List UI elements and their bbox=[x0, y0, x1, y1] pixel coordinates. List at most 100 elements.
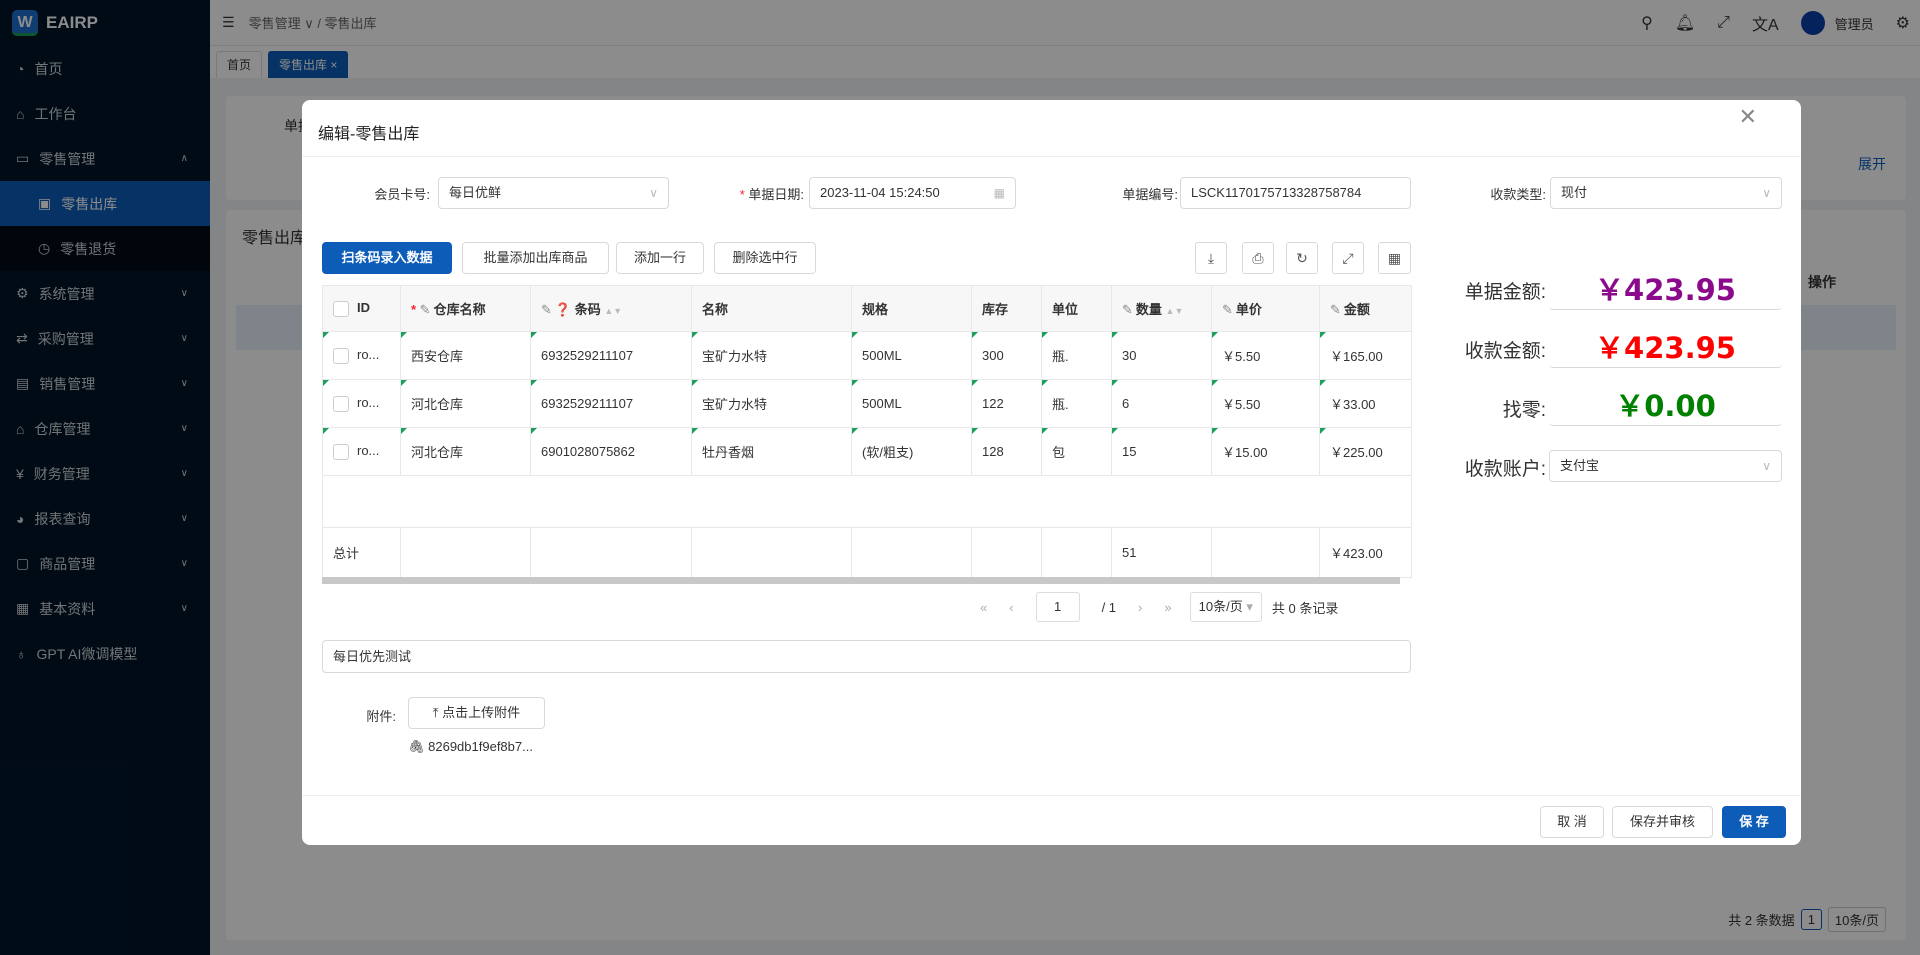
table-cell[interactable]: 西安仓库 bbox=[400, 331, 531, 380]
table-cell[interactable]: 瓶. bbox=[1041, 331, 1112, 380]
user-name[interactable]: 管理员 bbox=[1834, 16, 1874, 32]
sidebar-item[interactable]: ◷ 零售退货 bbox=[0, 226, 210, 271]
received-amount-value[interactable]: ￥423.95 bbox=[1549, 328, 1782, 368]
table-cell[interactable]: 牡丹香烟 bbox=[691, 427, 852, 476]
sidebar-item[interactable]: ♁ GPT AI微调模型 bbox=[0, 631, 210, 676]
table-cell[interactable]: ro... bbox=[322, 331, 401, 380]
table-cell[interactable]: ￥165.00 bbox=[1319, 331, 1412, 380]
table-row[interactable]: ro... 河北仓库 6901028075862 牡丹香烟 (软/粗支) 128 包 15 ￥1… bbox=[322, 427, 1412, 476]
delete-rows-button[interactable]: 删除选中行 bbox=[714, 242, 816, 274]
next-page-icon[interactable]: › bbox=[1138, 599, 1143, 615]
table-cell[interactable]: ￥5.50 bbox=[1211, 331, 1320, 380]
sidebar-item[interactable]: ⚙ 系统管理 ∨ bbox=[0, 271, 210, 316]
batch-add-button[interactable]: 批量添加出库商品 bbox=[462, 242, 609, 274]
number-input[interactable]: LSCK1170175713328758784 bbox=[1180, 177, 1411, 209]
table-cell[interactable]: 6901028075862 bbox=[530, 427, 692, 476]
table-cell[interactable]: 500ML bbox=[851, 331, 972, 380]
add-row-button[interactable]: 添加一行 bbox=[616, 242, 704, 274]
select-all-checkbox[interactable] bbox=[333, 300, 349, 317]
table-cell[interactable]: ro... bbox=[322, 379, 401, 428]
table-cell[interactable]: ￥33.00 bbox=[1319, 379, 1412, 428]
table-cell[interactable]: 包 bbox=[1041, 427, 1112, 476]
sidebar-item[interactable]: ⇄ 采购管理 ∨ bbox=[0, 316, 210, 361]
expand-link[interactable]: 展开 bbox=[1858, 156, 1886, 172]
table-cell[interactable]: 瓶. bbox=[1041, 379, 1112, 428]
remark-textarea[interactable]: 每日优先测试 bbox=[322, 640, 1411, 673]
sidebar-item[interactable]: ¥ 财务管理 ∨ bbox=[0, 451, 210, 496]
bell-icon[interactable]: 🔔︎ bbox=[1674, 15, 1696, 32]
table-cell[interactable]: 宝矿力水特 bbox=[691, 331, 852, 380]
page-input[interactable]: 1 bbox=[1035, 592, 1080, 622]
table-cell[interactable]: 30 bbox=[1111, 331, 1212, 380]
scan-barcode-button[interactable]: 扫条码录入数据 bbox=[322, 242, 452, 274]
cancel-button[interactable]: 取 消 bbox=[1540, 806, 1604, 838]
close-icon[interactable]: ✕ bbox=[1738, 104, 1757, 129]
row-checkbox[interactable] bbox=[333, 347, 349, 364]
last-page-icon[interactable]: » bbox=[1164, 599, 1172, 615]
row-checkbox[interactable] bbox=[333, 395, 349, 412]
sidebar-item[interactable]: ◕ 报表查询 ∨ bbox=[0, 496, 210, 541]
page-size-select[interactable]: 10条/页 bbox=[1827, 907, 1886, 932]
received-amount-label: 收款金额: bbox=[1464, 341, 1546, 362]
tab-retail-out[interactable]: 零售出库 × bbox=[268, 51, 349, 78]
fullscreen-icon[interactable]: ⤢ bbox=[1717, 14, 1730, 31]
first-page-icon[interactable]: « bbox=[980, 599, 988, 615]
pay-type-select[interactable]: 现付 ∨ bbox=[1550, 177, 1782, 209]
table-row[interactable]: ro... 西安仓库 6932529211107 宝矿力水特 500ML 300 瓶. 30 ￥… bbox=[322, 331, 1412, 380]
refresh-icon[interactable]: ↻ bbox=[1286, 242, 1318, 274]
table-cell[interactable]: 500ML bbox=[851, 379, 972, 428]
table-cell[interactable]: 128 bbox=[971, 427, 1042, 476]
sidebar-item[interactable]: ▢ 商品管理 ∨ bbox=[0, 541, 210, 586]
column-settings-icon[interactable]: ▦ bbox=[1378, 242, 1411, 274]
table-cell[interactable]: ￥225.00 bbox=[1319, 427, 1412, 476]
table-cell[interactable]: (软/粗支) bbox=[851, 427, 972, 476]
account-select[interactable]: 支付宝 ∨ bbox=[1549, 450, 1782, 482]
sidebar-item[interactable]: ▣ 零售出库 bbox=[0, 181, 210, 226]
print-icon[interactable]: ⎙ bbox=[1242, 242, 1274, 274]
sidebar-item[interactable]: ▭ 零售管理 ∧ bbox=[0, 136, 210, 181]
date-input[interactable]: 2023-11-04 15:24:50 ▦ bbox=[809, 177, 1016, 209]
sidebar-item[interactable]: ▤ 销售管理 ∨ bbox=[0, 361, 210, 406]
row-checkbox[interactable] bbox=[333, 443, 349, 460]
table-cell[interactable]: 宝矿力水特 bbox=[691, 379, 852, 428]
save-button[interactable]: 保 存 bbox=[1722, 806, 1786, 838]
gear-icon[interactable]: ⚙ bbox=[1895, 15, 1910, 32]
horizontal-scrollbar[interactable] bbox=[322, 577, 1400, 584]
translate-icon[interactable]: 文A bbox=[1751, 17, 1779, 34]
table-cell[interactable]: 6932529211107 bbox=[530, 331, 692, 380]
upload-button[interactable]: ⤒ 点击上传附件 bbox=[408, 697, 545, 729]
sort-icon[interactable]: ▲▼ bbox=[1165, 306, 1184, 316]
sort-icon[interactable]: ▲▼ bbox=[604, 306, 623, 316]
sidebar-item[interactable]: ⌂ 工作台 bbox=[0, 91, 210, 136]
table-cell[interactable]: 河北仓库 bbox=[400, 379, 531, 428]
table-cell[interactable]: 122 bbox=[971, 379, 1042, 428]
sidebar-item[interactable]: ▦ 基本资料 ∨ bbox=[0, 586, 210, 631]
table-row[interactable]: ro... 河北仓库 6932529211107 宝矿力水特 500ML 122 瓶. 6 ￥5… bbox=[322, 379, 1412, 428]
download-icon[interactable]: ⤓ bbox=[1195, 242, 1227, 274]
sidebar-item[interactable]: ◔ 首页 bbox=[0, 46, 210, 91]
attachment-file[interactable]: 🖇︎ 8269db1f9ef8b7... bbox=[408, 739, 533, 754]
table-cell[interactable]: 河北仓库 bbox=[400, 427, 531, 476]
page-size-select[interactable]: 10条/页 ▾ bbox=[1189, 592, 1262, 622]
table-cell[interactable]: 300 bbox=[971, 331, 1042, 380]
table-cell[interactable]: ￥5.50 bbox=[1211, 379, 1320, 428]
sidebar: W EAIRP ◔ 首页 ⌂ 工作台 ▭ 零售管理 ∧ ▣ 零售出库 ◷ 零售退货 ⚙ 系统管理 ∨ ⇄ 采购管… bbox=[0, 0, 210, 955]
page-button[interactable]: 1 bbox=[1800, 909, 1822, 930]
menu-fold-icon[interactable]: ☰ bbox=[222, 14, 235, 30]
avatar[interactable] bbox=[1800, 11, 1825, 35]
column-header[interactable]: ✎ 数量 ▲▼ bbox=[1111, 285, 1212, 332]
sidebar-item[interactable]: ⌂ 仓库管理 ∨ bbox=[0, 406, 210, 451]
table-cell[interactable]: 15 bbox=[1111, 427, 1212, 476]
table-cell[interactable]: 6 bbox=[1111, 379, 1212, 428]
table-cell[interactable]: ￥15.00 bbox=[1211, 427, 1320, 476]
tab-home[interactable]: 首页 bbox=[216, 51, 263, 78]
table-cell[interactable]: 6932529211107 bbox=[530, 379, 692, 428]
search-icon[interactable]: ⚲ bbox=[1641, 15, 1653, 32]
breadcrumb-item[interactable]: 零售管理 bbox=[248, 16, 301, 31]
table-cell[interactable]: ro... bbox=[322, 427, 401, 476]
member-select[interactable]: 每日优鲜 ∨ bbox=[438, 177, 669, 209]
prev-page-icon[interactable]: ‹ bbox=[1009, 599, 1014, 615]
save-audit-button[interactable]: 保存并审核 bbox=[1612, 806, 1713, 838]
column-header[interactable]: ✎ ❓ 条码 ▲▼ bbox=[530, 285, 692, 332]
fullscreen-icon[interactable]: ⤢ bbox=[1332, 242, 1364, 274]
